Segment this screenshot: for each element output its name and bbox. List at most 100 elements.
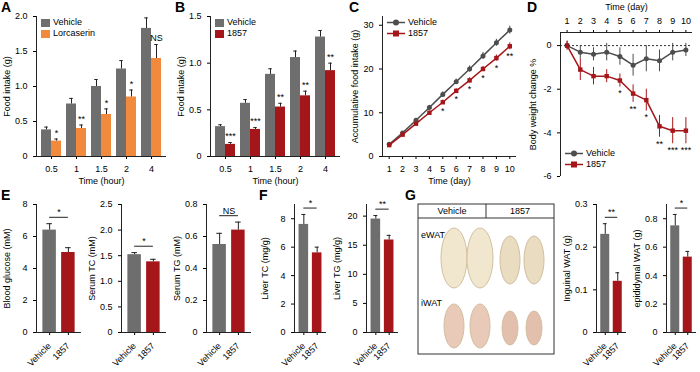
svg-text:Time (day): Time (day): [605, 2, 648, 12]
svg-text:0.5: 0.5: [219, 164, 232, 174]
svg-text:1857: 1857: [371, 341, 392, 362]
svg-text:30: 30: [363, 20, 373, 30]
svg-text:Vehicle: Vehicle: [110, 341, 138, 369]
svg-text:0.2: 0.2: [645, 299, 658, 309]
svg-text:8: 8: [22, 199, 27, 209]
svg-text:0.4: 0.4: [645, 270, 658, 280]
svg-text:Food intake (g): Food intake (g): [2, 56, 12, 117]
svg-text:0.4: 0.4: [185, 263, 198, 273]
svg-text:8: 8: [657, 16, 662, 26]
svg-text:6: 6: [454, 164, 459, 174]
svg-text:Accumulative food intake (g): Accumulative food intake (g): [350, 30, 360, 144]
svg-text:4: 4: [22, 263, 27, 273]
svg-text:4: 4: [323, 164, 328, 174]
svg-text:0: 0: [192, 327, 197, 337]
svg-text:4: 4: [427, 164, 432, 174]
svg-text:2: 2: [578, 16, 583, 26]
svg-text:*: *: [495, 63, 499, 73]
svg-text:0.5: 0.5: [189, 105, 202, 115]
svg-text:0.2: 0.2: [575, 242, 588, 252]
svg-text:eWAT: eWAT: [421, 230, 446, 240]
svg-text:0.5: 0.5: [45, 164, 58, 174]
svg-text:10: 10: [363, 108, 373, 118]
svg-text:*: *: [309, 198, 313, 208]
svg-text:*: *: [454, 94, 458, 104]
svg-text:Food intake (g): Food intake (g): [176, 56, 186, 117]
svg-text:1857: 1857: [670, 341, 691, 362]
svg-text:0: 0: [582, 327, 587, 337]
svg-text:0.8: 0.8: [645, 214, 658, 224]
svg-text:1.5: 1.5: [189, 11, 202, 21]
svg-text:8: 8: [480, 164, 485, 174]
svg-text:3: 3: [591, 16, 596, 26]
svg-text:NS: NS: [223, 206, 236, 216]
svg-text:-4: -4: [543, 128, 551, 138]
svg-text:Inguinal WAT (g): Inguinal WAT (g): [562, 235, 572, 301]
svg-text:***: ***: [225, 131, 236, 141]
svg-text:4: 4: [149, 164, 154, 174]
svg-text:2: 2: [298, 164, 303, 174]
svg-text:Liver TC (mg/g): Liver TC (mg/g): [260, 237, 270, 299]
svg-text:1.0: 1.0: [100, 276, 113, 286]
svg-text:1: 1: [74, 164, 79, 174]
svg-text:1: 1: [565, 16, 570, 26]
svg-text:1857: 1857: [510, 206, 530, 216]
svg-text:**: **: [608, 207, 616, 217]
svg-text:9: 9: [670, 16, 675, 26]
svg-text:0: 0: [22, 151, 27, 161]
svg-text:Serum TG (mM): Serum TG (mM): [172, 236, 182, 301]
svg-text:*: *: [55, 128, 59, 138]
svg-text:15: 15: [347, 240, 357, 250]
svg-text:0.6: 0.6: [645, 242, 658, 252]
svg-text:20: 20: [347, 211, 357, 221]
svg-text:8: 8: [280, 214, 285, 224]
svg-text:1.5: 1.5: [100, 251, 113, 261]
svg-text:Vehicle: Vehicle: [25, 341, 53, 369]
svg-text:1: 1: [387, 164, 392, 174]
svg-text:2.0: 2.0: [100, 225, 113, 235]
svg-text:***: ***: [250, 116, 261, 126]
svg-text:**: **: [277, 92, 285, 102]
svg-text:Time (hour): Time (hour): [78, 176, 124, 186]
svg-text:Vehicle: Vehicle: [437, 206, 466, 216]
svg-text:NS: NS: [150, 33, 163, 43]
svg-text:3: 3: [413, 164, 418, 174]
svg-text:1.5: 1.5: [269, 164, 282, 174]
svg-text:2: 2: [22, 295, 27, 305]
svg-text:1857: 1857: [51, 341, 72, 362]
svg-text:7: 7: [644, 16, 649, 26]
svg-text:Liver TG (mg/g): Liver TG (mg/g): [332, 237, 342, 300]
svg-text:10: 10: [681, 16, 691, 26]
svg-text:iWAT: iWAT: [421, 298, 442, 308]
svg-text:*: *: [680, 198, 684, 208]
svg-text:2.5: 2.5: [100, 199, 113, 209]
svg-text:**: **: [656, 139, 664, 149]
svg-text:0: 0: [368, 151, 373, 161]
svg-text:0: 0: [652, 327, 657, 337]
svg-text:**: **: [302, 80, 310, 90]
svg-text:9: 9: [494, 164, 499, 174]
svg-text:**: **: [379, 199, 387, 209]
svg-text:*: *: [105, 98, 109, 108]
svg-text:1.5: 1.5: [15, 46, 28, 56]
svg-text:1.0: 1.0: [15, 81, 28, 91]
svg-text:10: 10: [505, 164, 515, 174]
svg-text:0.1: 0.1: [575, 285, 588, 295]
svg-text:5: 5: [440, 164, 445, 174]
svg-text:1857: 1857: [136, 341, 157, 362]
svg-text:0: 0: [352, 327, 357, 337]
svg-text:**: **: [327, 52, 335, 62]
svg-text:10: 10: [347, 269, 357, 279]
svg-text:1.5: 1.5: [95, 164, 108, 174]
svg-text:5: 5: [352, 298, 357, 308]
svg-text:*: *: [441, 106, 445, 116]
svg-text:Time (day): Time (day): [428, 176, 471, 186]
svg-text:*: *: [481, 73, 485, 83]
svg-text:Time (hour): Time (hour): [252, 176, 298, 186]
svg-text:***: ***: [681, 145, 692, 155]
svg-text:**: **: [506, 51, 514, 61]
svg-text:1: 1: [248, 164, 253, 174]
svg-text:6: 6: [280, 242, 285, 252]
svg-text:*: *: [468, 84, 472, 94]
svg-text:6: 6: [631, 16, 636, 26]
